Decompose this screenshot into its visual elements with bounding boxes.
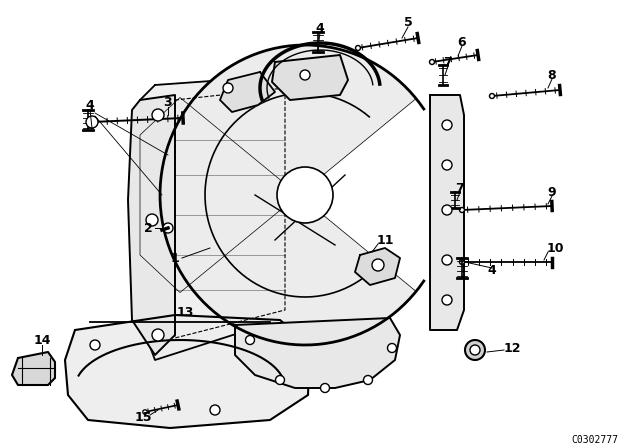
Circle shape [460,259,465,264]
Text: 2: 2 [143,221,152,234]
Text: 4: 4 [316,22,324,34]
Circle shape [429,60,435,65]
Circle shape [86,116,98,128]
Circle shape [300,70,310,80]
Circle shape [356,46,360,51]
Polygon shape [272,55,348,100]
Text: 14: 14 [33,333,51,346]
Circle shape [277,167,333,223]
Text: 4: 4 [86,99,94,112]
Circle shape [442,205,452,215]
Circle shape [321,383,330,392]
Circle shape [152,109,164,121]
Text: 7: 7 [456,181,465,194]
Circle shape [364,375,372,384]
Circle shape [90,340,100,350]
Text: 1: 1 [171,251,179,264]
Circle shape [465,340,485,360]
Text: 9: 9 [548,185,556,198]
Text: 4: 4 [488,263,497,276]
Circle shape [275,375,285,384]
Text: 3: 3 [164,95,172,108]
Polygon shape [130,75,295,360]
Polygon shape [235,318,400,388]
Circle shape [442,160,452,170]
Circle shape [470,345,480,355]
Circle shape [460,207,465,212]
Text: 6: 6 [458,35,467,48]
Circle shape [210,405,220,415]
Circle shape [442,295,452,305]
Text: 15: 15 [134,410,152,423]
Polygon shape [430,95,464,330]
Polygon shape [128,95,175,355]
Circle shape [442,255,452,265]
Circle shape [246,336,255,345]
Text: C0302777: C0302777 [571,435,618,445]
Polygon shape [140,45,416,345]
Text: 10: 10 [547,241,564,254]
Circle shape [387,344,397,353]
Polygon shape [12,352,55,385]
Text: 13: 13 [176,306,194,319]
Text: 5: 5 [404,16,412,29]
Polygon shape [220,72,275,112]
Circle shape [490,94,495,99]
Text: 12: 12 [503,341,521,354]
Circle shape [163,223,173,233]
Circle shape [152,329,164,341]
Circle shape [223,83,233,93]
Text: 7: 7 [444,56,452,69]
Circle shape [442,120,452,130]
Text: 11: 11 [376,233,394,246]
Text: 8: 8 [548,69,556,82]
Circle shape [146,214,158,226]
Polygon shape [355,248,400,285]
Circle shape [89,119,95,125]
Circle shape [372,259,384,271]
Circle shape [143,410,147,414]
Polygon shape [65,315,310,428]
